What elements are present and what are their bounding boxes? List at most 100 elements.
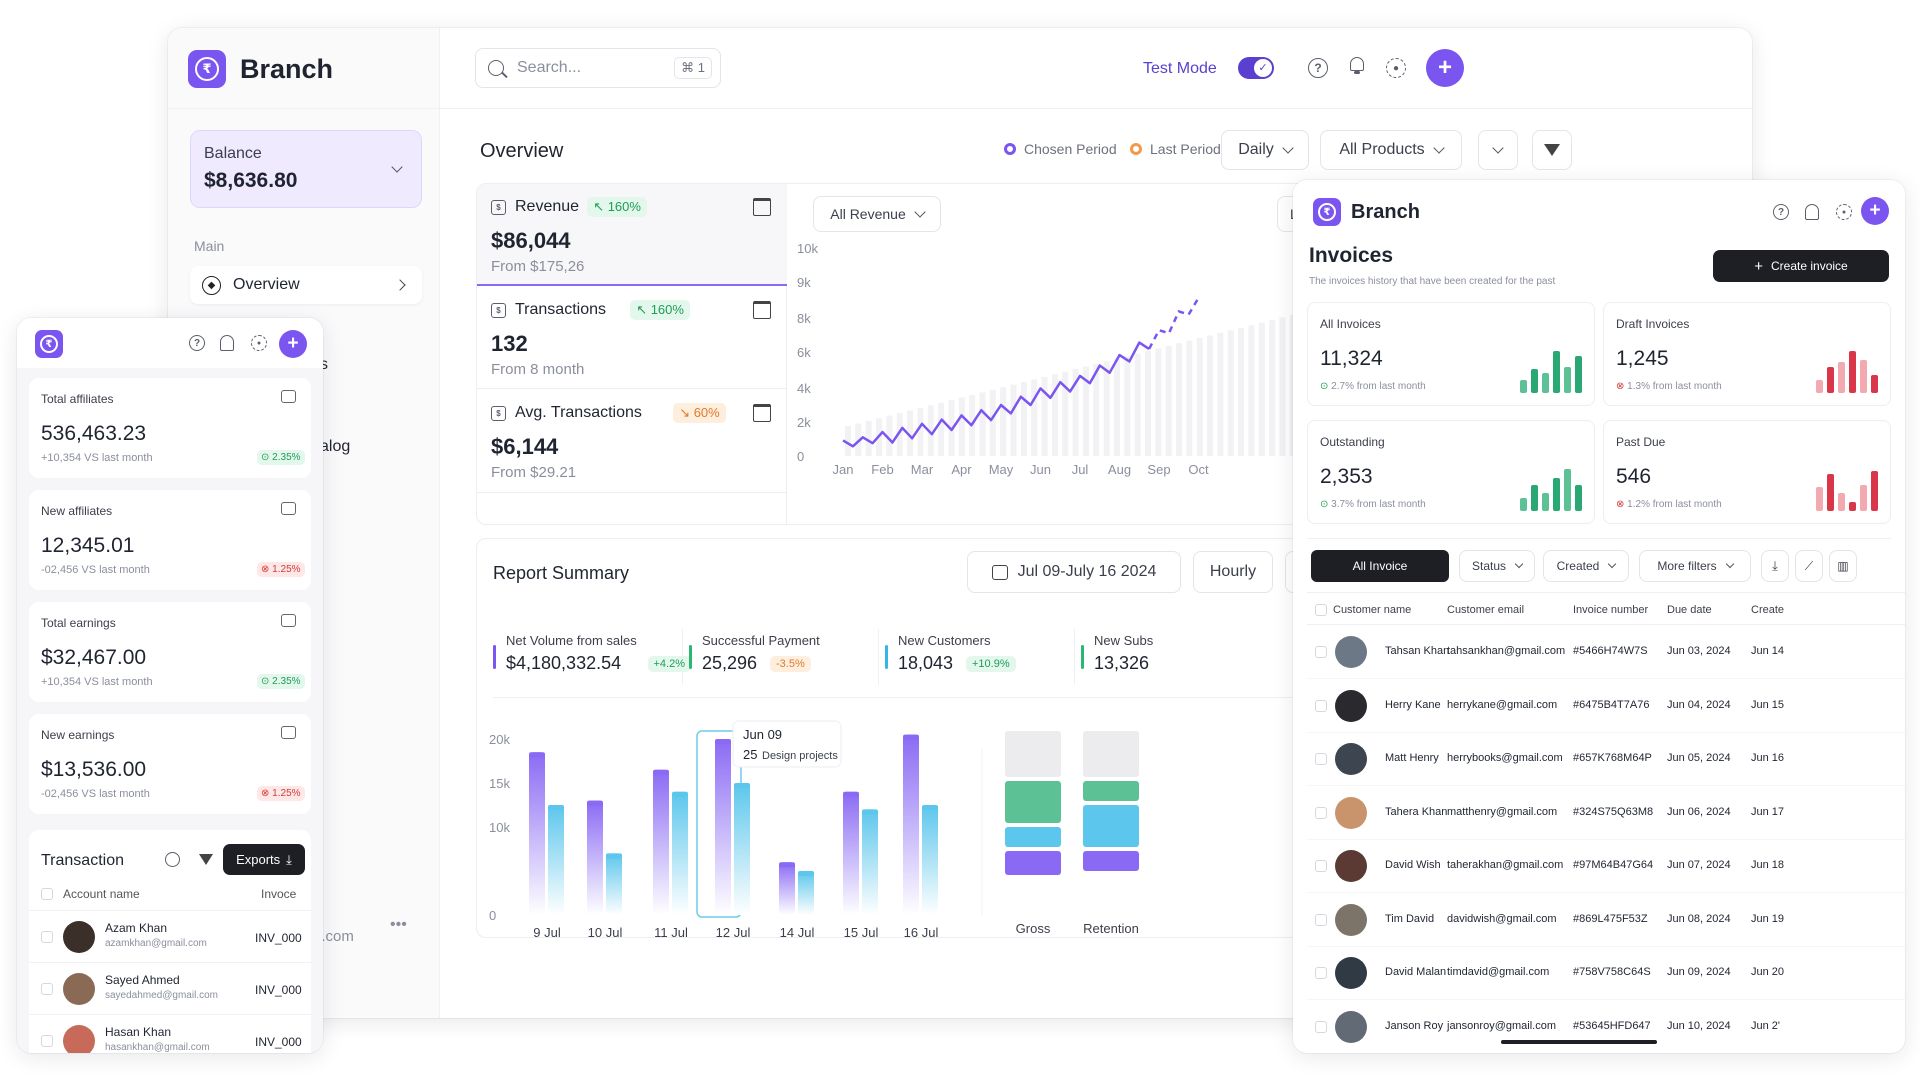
stat-card[interactable]: New earnings $13,536.00 -02,456 VS last mo… <box>29 714 311 814</box>
scroll-indicator[interactable] <box>1501 1040 1657 1044</box>
granularity-select[interactable]: Hourly <box>1193 551 1273 593</box>
bank-icon[interactable] <box>753 198 771 216</box>
metric-card[interactable]: $ Transactions ↖ 160% 132 From 8 month <box>477 287 787 389</box>
products-select[interactable]: All Products <box>1320 130 1462 170</box>
sidebar-item-partial[interactable]: s <box>320 356 328 373</box>
chart-corner-icon[interactable] <box>281 390 296 403</box>
stat-card[interactable]: Total affiliates 536,463.23 +10,354 VS las… <box>29 378 311 478</box>
row-checkbox[interactable] <box>1315 1020 1327 1033</box>
table-row[interactable]: Tahera Khan matthenry@gmail.com #324S75Q63… <box>1307 787 1905 840</box>
stat-card[interactable]: Total earnings $32,467.00 +10,354 VS last … <box>29 602 311 702</box>
column-header[interactable]: Customer email <box>1447 604 1525 616</box>
balance-card[interactable]: Balance $8,636.80 <box>190 130 422 208</box>
bar-secondary[interactable] <box>798 871 814 915</box>
row-checkbox[interactable] <box>1315 646 1327 658</box>
search-icon[interactable] <box>165 852 180 867</box>
bar-primary[interactable] <box>653 769 669 915</box>
table-row[interactable]: Herry Kane herrykane@gmail.com #6475B4T7A7… <box>1307 680 1905 733</box>
wallet-icon[interactable] <box>281 726 296 739</box>
table-row[interactable]: Azam Khan azamkhan@gmail.com INV_000 <box>29 910 311 962</box>
columns-button[interactable]: ▥ <box>1829 550 1857 582</box>
table-row[interactable]: Hasan Khan hasankhan@gmail.com INV_000 <box>29 1014 311 1053</box>
table-row[interactable]: Matt Henry herrybooks@gmail.com #657K768M6… <box>1307 733 1905 786</box>
search-input[interactable]: Search... ⌘ 1 <box>475 48 721 88</box>
chart-view-button[interactable]: ⟋ <box>1795 550 1823 582</box>
select-all-checkbox[interactable] <box>41 888 53 900</box>
gear-icon[interactable]: ● <box>1836 204 1852 220</box>
test-mode-toggle[interactable]: ✓ <box>1238 57 1274 79</box>
status-filter[interactable]: Status <box>1459 550 1535 582</box>
invoice-kpi-card[interactable]: All Invoices 11,324 ⊙ 2.7% from last month <box>1307 302 1595 406</box>
sidebar-item-partial[interactable]: alog <box>320 438 351 455</box>
row-checkbox[interactable] <box>41 1035 53 1047</box>
wallet-icon[interactable] <box>281 614 296 627</box>
bar-primary[interactable] <box>843 791 859 915</box>
add-button[interactable]: + <box>279 330 307 358</box>
filter-icon[interactable] <box>199 854 213 865</box>
gear-icon[interactable]: ● <box>251 335 267 351</box>
filter-button[interactable] <box>1532 130 1572 170</box>
bell-icon[interactable] <box>1348 57 1366 77</box>
bar-secondary[interactable] <box>672 791 688 915</box>
row-checkbox[interactable] <box>1315 753 1327 765</box>
tab-all-invoice[interactable]: All Invoice <box>1311 550 1449 582</box>
stat-card[interactable]: New affiliates 12,345.01 -02,456 VS last m… <box>29 490 311 590</box>
help-icon[interactable]: ? <box>1308 58 1328 78</box>
brand-logo-icon[interactable]: ₹ <box>35 330 63 358</box>
bar-secondary[interactable] <box>548 805 564 915</box>
revenue-filter-select[interactable]: All Revenue <box>813 196 941 232</box>
table-row[interactable]: David Malan timdavid@gmail.com #758V758C64… <box>1307 947 1905 1000</box>
select-all-checkbox[interactable] <box>1315 604 1327 616</box>
bar-secondary[interactable] <box>606 853 622 915</box>
table-row[interactable]: Sayed Ahmed sayedahmed@gmail.com INV_000 <box>29 962 311 1014</box>
invoice-kpi-card[interactable]: Draft Invoices 1,245 ⊗ 1.3% from last mont… <box>1603 302 1891 406</box>
users-chart-icon[interactable] <box>281 502 296 515</box>
bar-secondary[interactable] <box>862 809 878 915</box>
exports-button[interactable]: Exports ⤓ <box>223 844 305 875</box>
metric-card[interactable]: $ Revenue ↖ 160% $86,044 From $175,26 <box>477 184 787 286</box>
bell-icon[interactable] <box>220 335 234 351</box>
sidebar-item-overview[interactable]: ◆ Overview <box>190 266 422 304</box>
column-header[interactable]: Create <box>1751 604 1785 616</box>
row-checkbox[interactable] <box>1315 860 1327 872</box>
invoice-kpi-card[interactable]: Outstanding 2,353 ⊙ 3.7% from last month <box>1307 420 1595 524</box>
bar-secondary[interactable] <box>734 783 750 915</box>
more-icon[interactable]: ••• <box>390 916 407 933</box>
expand-button[interactable] <box>1478 130 1518 170</box>
column-header[interactable]: Due date <box>1667 604 1712 616</box>
daily-select[interactable]: Daily <box>1221 130 1309 170</box>
row-checkbox[interactable] <box>1315 806 1327 819</box>
row-checkbox[interactable] <box>41 983 53 995</box>
table-row[interactable]: David Wish taherakhan@gmail.com #97M64B47G… <box>1307 840 1905 893</box>
table-row[interactable]: Tim David davidwish@gmail.com #869L475F53Z… <box>1307 894 1905 947</box>
help-icon[interactable]: ? <box>1773 204 1789 220</box>
help-icon[interactable]: ? <box>189 335 205 351</box>
add-button[interactable]: + <box>1861 197 1889 225</box>
column-header[interactable]: Invoice number <box>1573 604 1649 616</box>
gear-icon[interactable]: ● <box>1386 58 1406 78</box>
create-invoice-button[interactable]: + Create invoice <box>1713 250 1889 282</box>
bar-primary[interactable] <box>529 752 545 915</box>
date-range-picker[interactable]: Jul 09-July 16 2024 <box>967 551 1181 593</box>
bank-icon[interactable] <box>753 404 771 422</box>
more-filters[interactable]: More filters <box>1639 550 1751 582</box>
bar-primary[interactable] <box>587 800 603 915</box>
table-row[interactable]: Tahsan Khan tahsankhan@gmail.com #5466H74W… <box>1307 626 1905 679</box>
metric-card[interactable]: $ Avg. Transactions ↘ 60% $6,144 From $29.21 <box>477 390 787 493</box>
table-row[interactable]: Janson Roy jansonroy@gmail.com #53645HFD64… <box>1307 1001 1905 1047</box>
bar-secondary[interactable] <box>922 805 938 915</box>
row-checkbox[interactable] <box>1315 699 1327 712</box>
column-header[interactable]: Customer name <box>1333 604 1412 616</box>
download-button[interactable]: ⤓ <box>1761 550 1789 582</box>
bank-icon[interactable] <box>753 301 771 319</box>
bell-icon[interactable] <box>1805 204 1819 220</box>
row-checkbox[interactable] <box>1315 967 1327 979</box>
row-checkbox[interactable] <box>41 931 53 943</box>
created-filter[interactable]: Created <box>1543 550 1629 582</box>
bar-primary[interactable] <box>715 739 731 915</box>
bar-primary[interactable] <box>779 862 795 915</box>
invoice-kpi-card[interactable]: Past Due 546 ⊗ 1.2% from last month <box>1603 420 1891 524</box>
row-checkbox[interactable] <box>1315 913 1327 926</box>
sidebar-brand[interactable]: ₹ Branch <box>188 50 333 88</box>
invoices-brand[interactable]: ₹ Branch <box>1313 198 1420 226</box>
